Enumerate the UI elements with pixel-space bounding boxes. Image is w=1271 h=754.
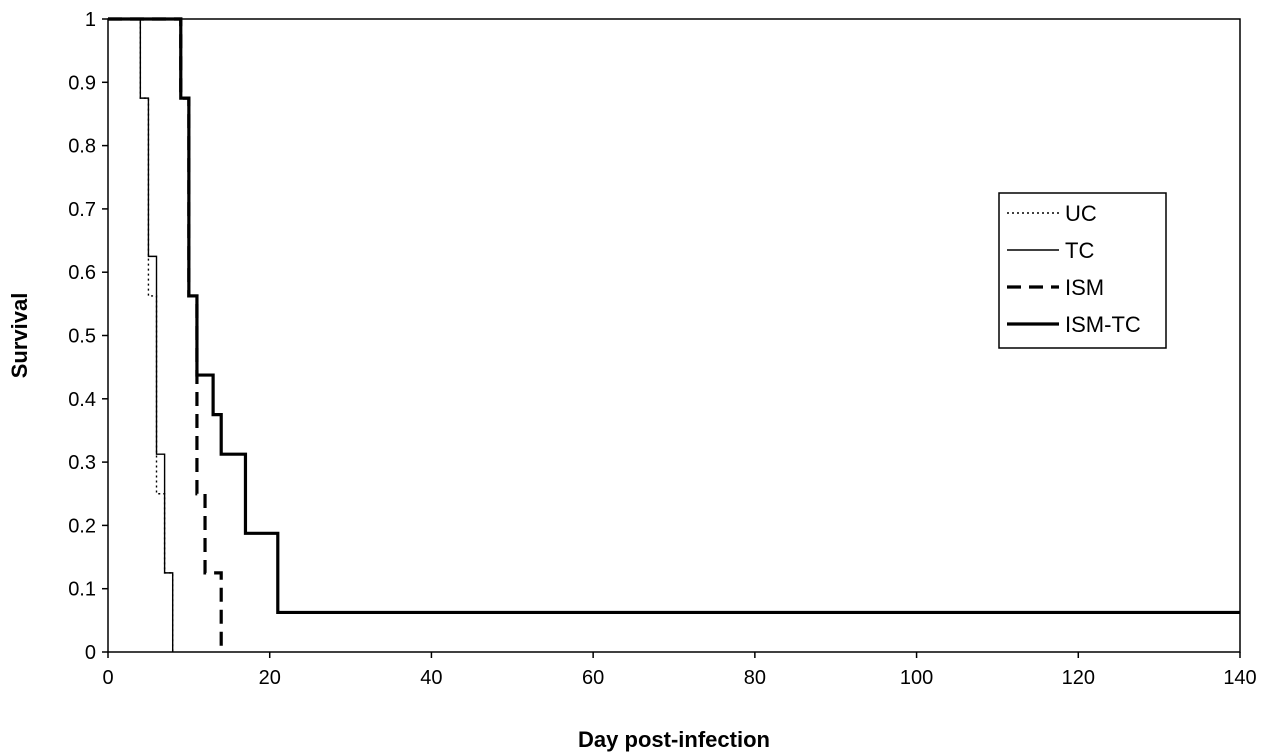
legend: UC TC ISM ISM-TC [998,192,1167,349]
x-tick-label: 0 [102,667,113,689]
y-axis-ticks: 0 0.1 0.2 0.3 0.4 0.5 0.6 0.7 0.8 0.9 1 [68,9,108,664]
y-tick-label: 0.4 [68,389,96,411]
plot-area-frame [107,18,1241,653]
x-tick-label: 60 [582,667,604,689]
series-tc-line [108,18,174,652]
x-axis-title: Day post-infection [578,727,770,752]
y-tick-label: 0.5 [68,326,96,348]
series-layer [108,17,1240,652]
x-axis-ticks: 0 20 40 60 80 100 120 140 [102,652,1257,689]
y-tick-label: 0 [85,642,96,664]
y-tick-label: 0.7 [68,199,96,221]
y-axis-title: Survival [7,293,32,379]
y-tick-label: 0.2 [68,515,96,537]
x-tick-label: 80 [744,667,766,689]
y-tick-label: 0.3 [68,452,96,474]
legend-label: TC [1065,238,1094,263]
series-ism-tc-line [108,17,1240,615]
series-uc-line [108,18,174,652]
y-tick-label: 1 [85,9,96,31]
legend-label: UC [1065,201,1097,226]
y-tick-label: 0.6 [68,262,96,284]
legend-box [998,192,1167,349]
y-tick-label: 0.1 [68,579,96,601]
x-tick-label: 20 [259,667,281,689]
y-tick-label: 0.8 [68,136,96,158]
x-tick-label: 140 [1223,667,1256,689]
x-tick-label: 100 [900,667,933,689]
x-tick-label: 40 [420,667,442,689]
x-tick-label: 120 [1062,667,1095,689]
y-tick-label: 0.9 [68,72,96,94]
legend-label: ISM-TC [1065,312,1141,337]
legend-label: ISM [1065,275,1104,300]
